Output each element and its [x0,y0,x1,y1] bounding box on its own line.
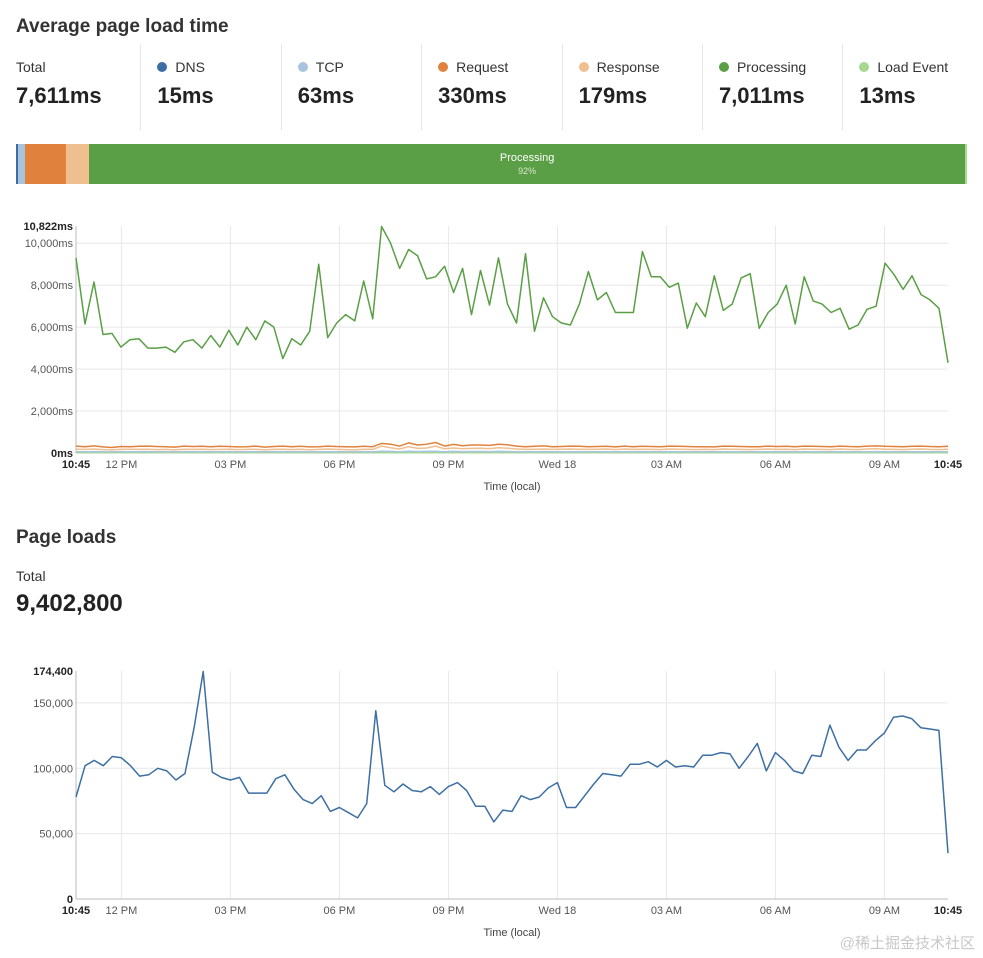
legend-dot-icon [718,62,729,72]
y-tick-label: 8,000ms [31,280,74,292]
x-axis-title: Time (local) [483,481,540,493]
legend-dot-icon [157,62,168,72]
metric-label-text: Load Event [877,59,949,75]
metric-label-text: DNS [175,59,205,75]
metric-response[interactable]: Response 179ms [561,44,702,130]
x-tick-label: 10:45 [934,459,962,471]
load-time-title: Average page load time [16,16,229,37]
bar-segment-processing[interactable]: Processing 92% [89,144,966,184]
y-tick-label: 10,000ms [25,238,74,250]
metric-value: 179ms [578,83,648,108]
y-tick-label: 174,400 [33,666,73,678]
y-tick-label: 50,000 [39,829,73,841]
metric-label-text: Response [596,59,660,75]
metric-total[interactable]: Total 7,611ms [0,44,140,130]
x-tick-label: 12 PM [106,905,138,917]
y-tick-label: 6,000ms [31,322,74,334]
y-tick-label: 150,000 [33,698,73,710]
metric-label: Total [16,58,140,76]
y-tick-label: 0 [67,894,73,906]
series-line-request[interactable] [75,441,949,449]
metric-value: 15ms [157,83,214,108]
x-tick-label: 06 PM [324,905,356,917]
bar-segment-tcp[interactable] [17,144,26,184]
x-tick-label: 10:45 [62,459,90,471]
metric-label: Load Event [859,58,982,76]
x-tick-label: Wed 18 [539,459,577,471]
x-tick-label: 03 AM [651,459,682,471]
metric-label: Request [438,58,561,76]
x-tick-label: 09 PM [433,905,465,917]
x-tick-label: 09 PM [433,459,465,471]
x-tick-label: Wed 18 [539,905,577,917]
load-time-metrics: Total 7,611ms DNS 15ms TCP 63ms Request 330ms Re… [0,44,983,130]
load-time-chart[interactable]: 0ms 2,000ms 4,000ms 6,000ms 8,000ms 10,000ms 1… [0,210,983,500]
metric-label-text: Request [456,59,509,75]
metric-value: 13ms [859,83,916,108]
x-tick-label: 03 AM [651,905,682,917]
metric-tcp[interactable]: TCP 63ms [280,44,421,130]
x-tick-label: 06 PM [324,459,356,471]
bar-segment-percent: 92% [518,166,537,176]
series-line-tcp[interactable] [76,450,948,453]
metric-label-text: Total [16,59,46,75]
y-tick-label: 100,000 [33,763,73,775]
bar-segment-dns[interactable] [16,144,18,184]
metric-label-text: TCP [315,59,344,75]
x-tick-label: 09 AM [869,459,900,471]
y-tick-label: 2,000ms [31,406,74,418]
x-tick-label: 09 AM [869,905,900,917]
legend-dot-icon [859,62,870,72]
x-tick-label: 10:45 [62,905,90,917]
load-time-breakdown-bar[interactable]: Processing 92% [16,144,967,184]
x-tick-label: 10:45 [934,905,962,917]
metric-load-event[interactable]: Load Event 13ms [842,44,982,130]
metric-label-text: Processing [736,59,807,75]
metric-value: 7,611ms [16,83,102,108]
bar-segment-response[interactable] [66,144,90,184]
legend-dot-icon [297,62,308,72]
metric-label: Processing [718,58,842,76]
series-line-page-loads[interactable] [75,670,949,854]
metric-value: 63ms [297,83,355,108]
metric-value: 330ms [438,83,507,108]
page-loads-title: Page loads [16,527,117,548]
metric-request[interactable]: Request 330ms [421,44,561,130]
page-loads-chart[interactable]: 0 50,000 100,000 150,000 174,400 10:45 12 PM 03… [0,655,983,945]
series-line-processing[interactable] [75,225,949,363]
legend-dot-icon [578,62,589,72]
bar-segment-request[interactable] [25,144,67,184]
y-tick-label: 0ms [51,448,73,460]
x-tick-label: 03 PM [215,905,247,917]
metric-label: Response [578,58,702,76]
x-tick-label: 03 PM [215,459,247,471]
page-loads-total-label: Total [16,568,46,584]
y-tick-label: 10,822ms [23,221,73,233]
y-tick-label: 4,000ms [31,364,74,376]
bar-segment-label: Processing [499,152,555,164]
page-loads-total-value: 9,402,800 [16,590,123,617]
watermark: @稀土掘金技术社区 [839,935,975,952]
x-tick-label: 06 AM [760,905,791,917]
metric-processing[interactable]: Processing 7,011ms [701,44,842,130]
x-tick-label: 12 PM [106,459,138,471]
metric-value: 7,011ms [718,83,805,108]
legend-dot-icon [438,62,449,72]
bar-segment-load-event[interactable] [965,144,967,184]
x-axis-title: Time (local) [483,927,540,939]
metric-dns[interactable]: DNS 15ms [140,44,280,130]
metric-label: TCP [297,58,421,76]
metric-label: DNS [157,58,280,76]
series-line-response[interactable] [75,445,949,451]
x-tick-label: 06 AM [760,459,791,471]
